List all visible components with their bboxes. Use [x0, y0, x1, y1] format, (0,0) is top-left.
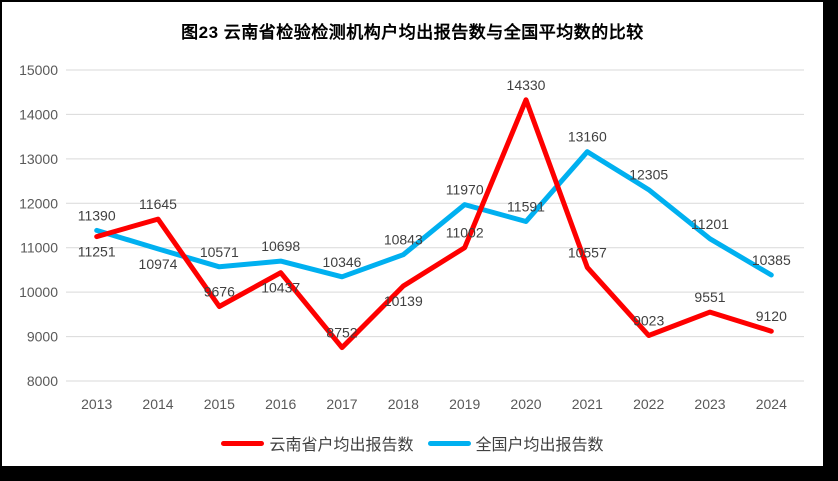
data-label-national: 12305 [629, 167, 668, 183]
y-tick-label: 11000 [20, 240, 58, 256]
data-label-national: 11970 [446, 182, 484, 198]
y-tick-label: 14000 [19, 106, 58, 122]
y-tick-label: 8000 [27, 373, 58, 389]
y-tick-label: 12000 [19, 195, 58, 211]
data-label-national: 10571 [200, 244, 239, 260]
data-label-yunnan: 9676 [204, 284, 235, 300]
y-tick-label: 9000 [27, 329, 58, 345]
data-label-yunnan: 10139 [384, 293, 423, 309]
data-label-national: 10385 [752, 252, 791, 268]
x-tick-label: 2023 [694, 396, 725, 412]
legend-line-swatch-yunnan [221, 440, 265, 446]
data-label-national: 11591 [507, 199, 545, 215]
data-label-yunnan: 11002 [446, 225, 484, 241]
data-label-yunnan: 10437 [261, 280, 300, 296]
x-tick-label: 2014 [142, 396, 173, 412]
data-label-national: 10346 [323, 254, 362, 270]
data-label-national: 10843 [384, 232, 423, 248]
legend-label-yunnan: 云南省户均出报告数 [269, 437, 414, 454]
legend: 云南省户均出报告数 全国户均出报告数 [2, 431, 823, 455]
y-tick-label: 13000 [19, 151, 58, 167]
data-label-yunnan: 9023 [633, 313, 664, 329]
data-label-yunnan: 8752 [326, 325, 357, 341]
data-label-national: 10698 [261, 238, 300, 254]
y-tick-label: 15000 [19, 62, 58, 78]
data-label-national: 13160 [568, 129, 607, 145]
chart-title: 图23 云南省检验检测机构户均出报告数与全国平均数的比较 [181, 23, 644, 42]
x-tick-label: 2013 [81, 396, 112, 412]
data-label-national: 10974 [139, 256, 178, 272]
x-tick-label: 2018 [388, 396, 419, 412]
x-tick-label: 2015 [204, 396, 235, 412]
line-chart-plot-area: 8000 9000 10000 11000 12000 13000 14000 15000 20… [19, 62, 804, 412]
data-label-yunnan: 9120 [756, 308, 787, 324]
legend-line-swatch-national [427, 440, 471, 446]
x-tick-label: 2019 [449, 396, 480, 412]
data-label-yunnan: 14330 [507, 77, 546, 93]
data-label-yunnan: 9551 [694, 289, 725, 305]
series-line-yunnan [94, 97, 774, 351]
x-tick-label: 2024 [756, 396, 787, 412]
x-tick-label: 2020 [510, 396, 541, 412]
data-label-national: 11390 [78, 207, 116, 223]
x-tick-label: 2021 [572, 396, 603, 412]
legend-item-yunnan: 云南省户均出报告数 [221, 431, 414, 455]
series-line-national [94, 149, 774, 280]
x-tick-label: 2022 [633, 396, 664, 412]
data-label-yunnan: 10557 [568, 244, 607, 260]
legend-item-national: 全国户均出报告数 [427, 431, 604, 455]
data-label-yunnan: 11645 [139, 196, 177, 212]
y-tick-label: 10000 [19, 284, 58, 300]
data-label-yunnan: 11251 [78, 244, 116, 260]
data-label-national: 11201 [691, 216, 729, 232]
legend-label-national: 全国户均出报告数 [475, 437, 604, 454]
x-tick-label: 2017 [326, 396, 357, 412]
x-tick-label: 2016 [265, 396, 296, 412]
